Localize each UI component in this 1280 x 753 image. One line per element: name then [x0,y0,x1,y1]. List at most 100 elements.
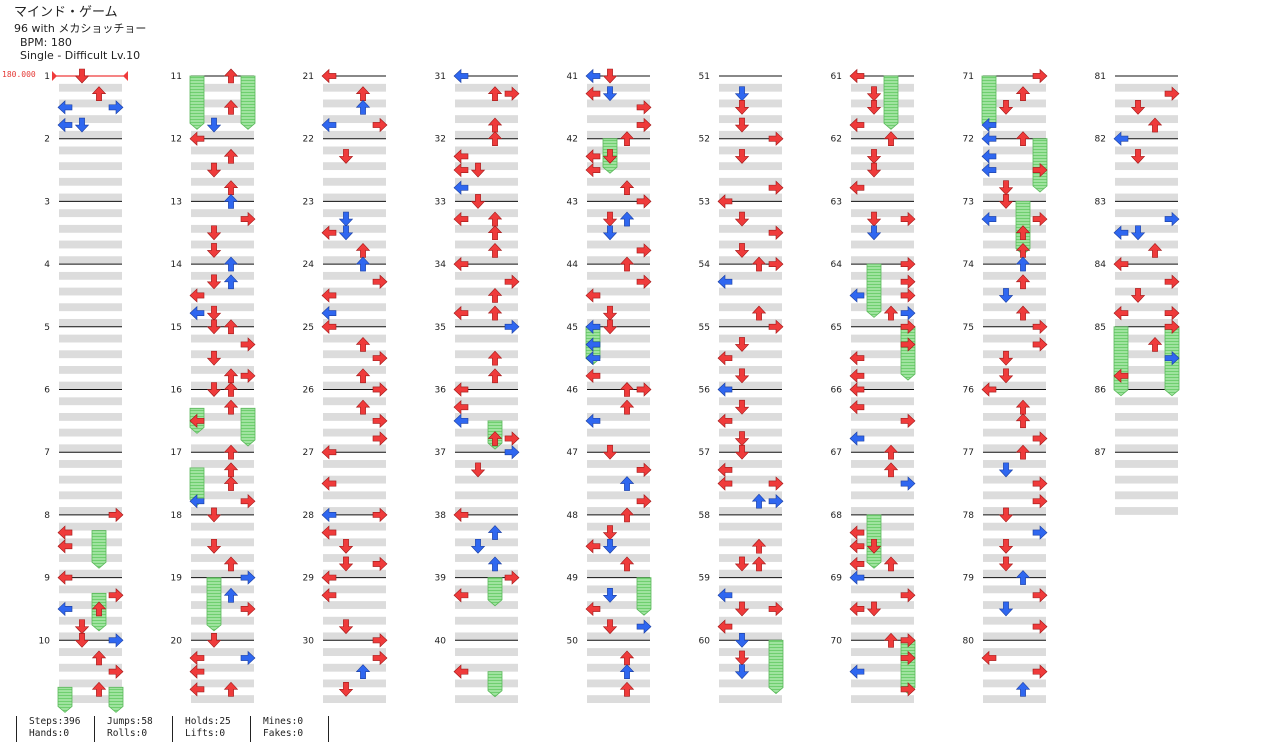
beat-band [983,679,1046,688]
beat-band [191,663,254,672]
hold-note [91,530,107,569]
hold-note [1113,326,1129,397]
beat-band [455,271,518,280]
beat-band [983,287,1046,296]
measure-number: 49 [567,574,579,584]
beat-band [851,177,914,186]
stat-lifts: Lifts:0 [185,728,226,739]
beat-band [851,99,914,108]
measure-number: 29 [303,574,315,584]
beat-band [191,240,254,249]
beat-band [1115,318,1178,327]
beat-band [323,663,386,672]
beat-band [59,146,122,155]
hold-note [240,75,256,130]
beat-band [851,632,914,641]
measure-number: 51 [699,72,710,82]
measure-number: 16 [171,386,183,396]
measure-number: 44 [567,260,579,270]
beat-band [983,585,1046,594]
beat-band [59,601,122,609]
beat-band [983,538,1046,547]
beat-band [191,475,254,484]
beat-band [59,303,122,312]
beat-band [1115,146,1178,155]
beat-band [323,365,386,374]
beat-band [323,334,386,343]
beat-band [1115,256,1178,265]
step-arrow-up [224,68,238,84]
measure-number: 56 [699,386,711,396]
beat-band [455,554,518,562]
beat-band [323,695,386,703]
measure-number: 10 [39,636,51,646]
beat-band [587,271,650,280]
stat-fakes: Fakes:0 [263,728,304,739]
beat-band [191,397,254,406]
beat-band [983,115,1046,124]
beat-band [851,569,914,578]
beat-band [719,209,782,218]
beat-band [191,177,254,186]
beat-band [719,271,782,280]
beat-band [983,318,1046,327]
measure-number: 50 [567,636,579,646]
beat-band [851,695,914,703]
beat-band [983,507,1046,515]
beat-band [1115,287,1178,296]
measure-number: 33 [435,197,446,207]
beat-band [719,648,782,656]
beat-band [719,318,782,327]
beat-band [719,663,782,672]
beat-band [1115,115,1178,124]
beat-band [983,365,1046,374]
beat-band [719,507,782,515]
beat-band [587,413,650,421]
beat-band [191,507,254,515]
measure-number: 74 [963,260,975,270]
measure-number: 63 [831,197,842,207]
beat-band [59,365,122,374]
measure-number: 31 [435,72,446,82]
beat-band [59,271,122,280]
beat-band [851,350,914,359]
beat-band [587,240,650,249]
beat-band [455,240,518,249]
beat-band [719,569,782,578]
beat-band [719,193,782,202]
beat-band [851,162,914,171]
beat-band [191,616,254,625]
beat-band [719,616,782,625]
step-arrow-down [603,68,617,84]
beat-band [323,601,386,609]
beat-band [587,585,650,594]
beat-band [719,256,782,265]
beat-band [191,648,254,656]
beat-band [323,130,386,139]
beat-band [851,601,914,609]
beat-band [191,632,254,641]
beat-band [455,146,518,155]
beat-band [59,444,122,453]
beat-band [851,287,914,296]
beat-band [191,303,254,312]
beat-band [323,318,386,327]
beat-band [983,460,1046,468]
stats-bar: Steps:396 Hands:0 Jumps:58 Rolls:0 Holds… [0,716,340,746]
beat-band [59,569,122,578]
beat-band [455,224,518,233]
measure-number: 35 [435,323,446,333]
hold-note [240,407,256,447]
beat-band [323,177,386,186]
beat-band [587,381,650,390]
beat-band [455,162,518,171]
measure-number: 25 [303,323,314,333]
beat-band [455,303,518,312]
beat-band [719,491,782,500]
beat-band [59,115,122,124]
beat-band [59,318,122,327]
beat-band [323,224,386,233]
measure-number: 80 [963,636,975,646]
beat-band [191,334,254,343]
measure-number: 79 [963,574,975,584]
